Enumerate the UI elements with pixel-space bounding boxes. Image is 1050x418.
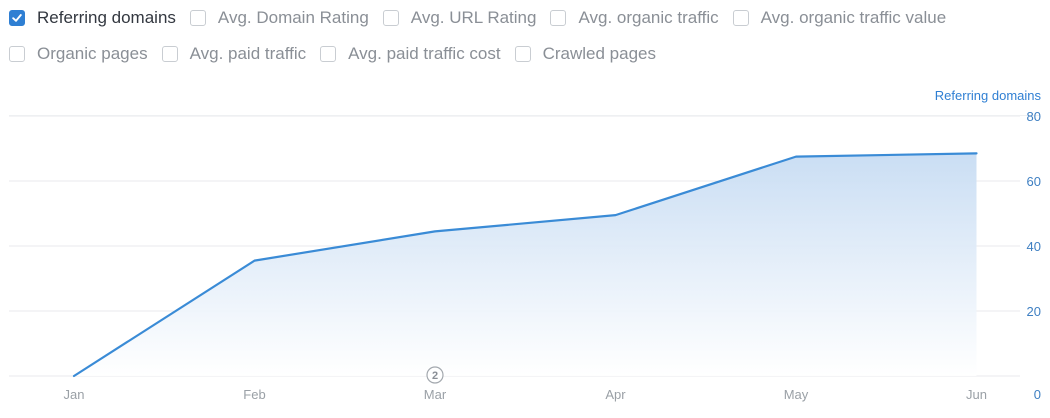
metric-referring-domains[interactable]: Referring domains	[9, 8, 176, 28]
annotation-label: 2	[432, 370, 438, 382]
metric-label: Avg. paid traffic cost	[348, 44, 501, 63]
metric-label: Referring domains	[37, 8, 176, 27]
annotation-circle	[426, 366, 444, 384]
x-tick-label: Jun	[966, 387, 987, 402]
metric-label: Avg. URL Rating	[410, 8, 537, 27]
metric-label: Organic pages	[37, 44, 148, 63]
metric-label: Avg. organic traffic value	[760, 8, 947, 27]
y-tick-label: 60	[1027, 174, 1041, 189]
checkbox-icon[interactable]	[161, 46, 178, 62]
y-tick-label: 20	[1027, 304, 1041, 319]
metric-label: Avg. organic traffic	[578, 8, 719, 27]
annotation-badge: 2	[426, 366, 444, 384]
metric-row-2: Organic pages Avg. paid traffic Avg. pai…	[9, 43, 670, 65]
metric-organic-pages[interactable]: Organic pages	[9, 44, 148, 64]
series-line	[72, 152, 978, 378]
metric-avg-paid-traffic[interactable]: Avg. paid traffic	[161, 44, 307, 64]
checkbox-checked-icon[interactable]	[9, 10, 25, 26]
x-tick-label: Apr	[605, 387, 626, 402]
checkbox-icon[interactable]	[550, 10, 567, 26]
metric-avg-domain-rating[interactable]: Avg. Domain Rating	[189, 8, 369, 28]
checkbox-icon[interactable]	[382, 10, 399, 26]
checkbox-icon[interactable]	[189, 10, 206, 26]
metric-avg-url-rating[interactable]: Avg. URL Rating	[382, 8, 537, 28]
y-tick-label: 0	[1034, 387, 1041, 402]
checkbox-icon[interactable]	[514, 46, 531, 62]
x-tick-label: Feb	[243, 387, 265, 402]
metric-crawled-pages[interactable]: Crawled pages	[514, 44, 656, 64]
y-tick-label: 40	[1027, 239, 1041, 254]
metric-row-1: Referring domains Avg. Domain Rating Avg…	[9, 7, 960, 29]
metric-avg-paid-traffic-cost[interactable]: Avg. paid traffic cost	[320, 44, 501, 64]
checkbox-icon[interactable]	[9, 46, 25, 62]
metric-label: Crawled pages	[542, 44, 656, 63]
metric-label: Avg. paid traffic	[189, 44, 307, 63]
y-tick-label: 80	[1027, 109, 1041, 124]
metric-label: Avg. Domain Rating	[217, 8, 369, 27]
tick-layer: 0 20 40 60 80 Jan Feb Mar Apr May Jun 2	[64, 109, 1041, 402]
series-axis-title: Referring domains	[934, 88, 1041, 103]
checkbox-icon[interactable]	[320, 46, 337, 62]
metric-avg-organic-traffic[interactable]: Avg. organic traffic	[550, 8, 719, 28]
series-area	[74, 153, 977, 376]
area-layer	[74, 153, 977, 376]
checkbox-icon[interactable]	[732, 10, 749, 26]
x-tick-label: May	[784, 387, 809, 402]
metric-avg-organic-traffic-value[interactable]: Avg. organic traffic value	[732, 8, 947, 28]
x-tick-label: Jan	[64, 387, 85, 402]
referring-domains-chart: Referring domains 0 20 40 60 80 Jan Feb Mar Apr M…	[0, 80, 1050, 418]
x-tick-label: Mar	[424, 387, 447, 402]
line-layer	[72, 152, 978, 378]
chart-canvas: 0 20 40 60 80 Jan Feb Mar Apr May Jun 2	[9, 109, 1041, 402]
